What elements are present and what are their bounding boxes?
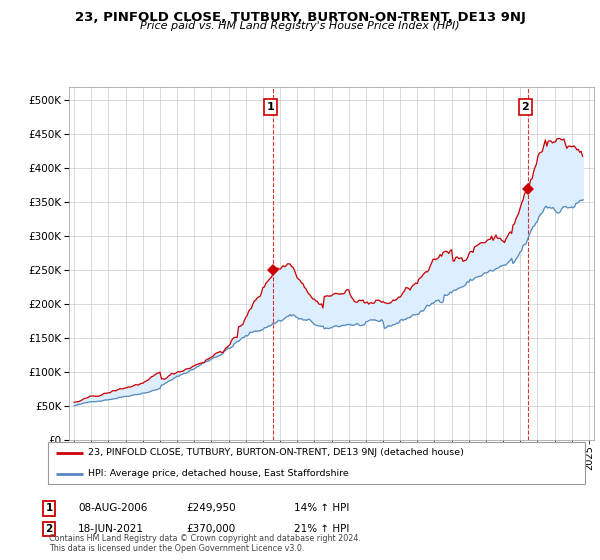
Text: 21% ↑ HPI: 21% ↑ HPI xyxy=(294,524,349,534)
Text: HPI: Average price, detached house, East Staffordshire: HPI: Average price, detached house, East… xyxy=(88,469,349,478)
Text: £249,950: £249,950 xyxy=(186,503,236,514)
Text: Contains HM Land Registry data © Crown copyright and database right 2024.
This d: Contains HM Land Registry data © Crown c… xyxy=(49,534,361,553)
Text: 08-AUG-2006: 08-AUG-2006 xyxy=(78,503,148,514)
Text: 18-JUN-2021: 18-JUN-2021 xyxy=(78,524,144,534)
FancyBboxPatch shape xyxy=(48,442,585,484)
Text: 23, PINFOLD CLOSE, TUTBURY, BURTON-ON-TRENT, DE13 9NJ (detached house): 23, PINFOLD CLOSE, TUTBURY, BURTON-ON-TR… xyxy=(88,449,464,458)
Text: £370,000: £370,000 xyxy=(186,524,235,534)
Text: 23, PINFOLD CLOSE, TUTBURY, BURTON-ON-TRENT, DE13 9NJ: 23, PINFOLD CLOSE, TUTBURY, BURTON-ON-TR… xyxy=(74,11,526,24)
Text: Price paid vs. HM Land Registry's House Price Index (HPI): Price paid vs. HM Land Registry's House … xyxy=(140,21,460,31)
Text: 2: 2 xyxy=(521,102,529,112)
Text: 14% ↑ HPI: 14% ↑ HPI xyxy=(294,503,349,514)
Text: 1: 1 xyxy=(46,503,53,514)
Text: 1: 1 xyxy=(266,102,274,112)
Text: 2: 2 xyxy=(46,524,53,534)
